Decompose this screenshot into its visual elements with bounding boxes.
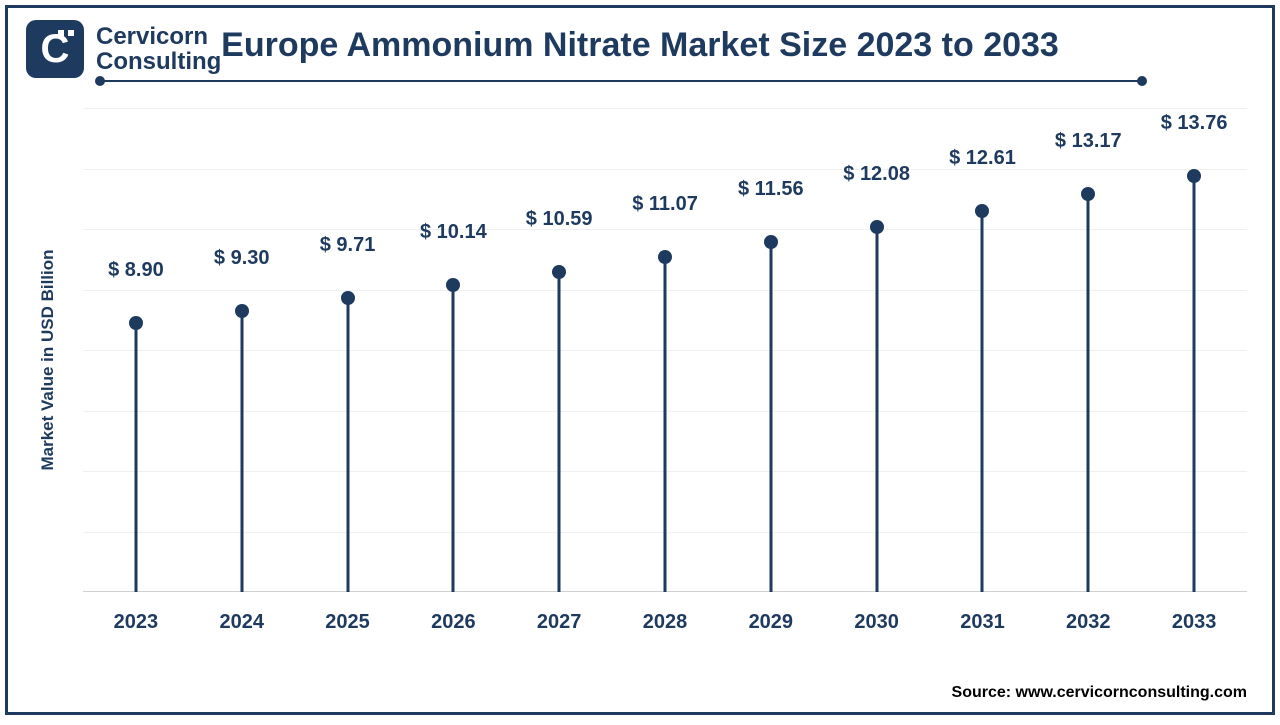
chart-marker (1187, 169, 1201, 183)
chart-marker (341, 291, 355, 305)
x-axis-label: 2032 (1066, 611, 1111, 634)
chart-frame: C Cervicorn Consulting Europe Ammonium N… (5, 5, 1275, 715)
divider-dot-icon (1137, 76, 1147, 86)
x-axis-labels: 2023 2024 2025 2026 2027 2028 2029 2030 2031 2032… (83, 597, 1247, 642)
value-label: $ 12.61 (949, 147, 1016, 170)
source-text: Source: www.cervicornconsulting.com (952, 684, 1247, 702)
x-axis-label: 2028 (643, 611, 688, 634)
value-label: $ 12.08 (843, 163, 910, 186)
chart-stem (452, 285, 455, 592)
chart-marker (975, 204, 989, 218)
x-axis-label: 2027 (537, 611, 582, 634)
chart-stem (346, 298, 349, 592)
value-label: $ 13.17 (1055, 130, 1122, 153)
grid-line (83, 108, 1247, 109)
x-axis-label: 2030 (854, 611, 899, 634)
value-label: $ 9.30 (214, 247, 270, 270)
x-axis-label: 2026 (431, 611, 476, 634)
x-axis-label: 2025 (325, 611, 370, 634)
value-label: $ 10.59 (526, 208, 593, 231)
chart-marker (129, 316, 143, 330)
x-axis-label: 2029 (749, 611, 794, 634)
x-axis-label: 2033 (1172, 611, 1217, 634)
chart-stem (558, 272, 561, 592)
divider-dot-icon (95, 76, 105, 86)
chart-marker (764, 235, 778, 249)
chart-stem (134, 323, 137, 592)
chart-stem (981, 211, 984, 592)
chart-stem (240, 311, 243, 592)
chart-marker (1081, 187, 1095, 201)
chart-title: Europe Ammonium Nitrate Market Size 2023… (8, 26, 1272, 65)
chart-stem (1087, 194, 1090, 592)
value-label: $ 13.76 (1161, 112, 1228, 135)
chart-marker (552, 265, 566, 279)
chart-stem (875, 227, 878, 592)
chart-marker (446, 278, 460, 292)
chart-area: $ 8.90 $ 9.30 $ 9.71 $ 10.14 $ 10.59 $ 11.07 $… (83, 108, 1247, 642)
grid-line (83, 169, 1247, 170)
value-label: $ 10.14 (420, 221, 487, 244)
value-label: $ 9.71 (320, 234, 376, 257)
chart-stem (664, 257, 667, 592)
x-axis-label: 2023 (114, 611, 159, 634)
value-label: $ 11.07 (632, 193, 698, 216)
chart-marker (235, 304, 249, 318)
value-label: $ 8.90 (108, 259, 164, 282)
x-axis-label: 2024 (219, 611, 264, 634)
chart-stem (1193, 176, 1196, 592)
chart-marker (870, 220, 884, 234)
title-divider (100, 80, 1142, 82)
chart-stem (769, 242, 772, 592)
chart-plot: $ 8.90 $ 9.30 $ 9.71 $ 10.14 $ 10.59 $ 11.07 $… (83, 108, 1247, 592)
value-label: $ 11.56 (738, 178, 804, 201)
grid-line (83, 229, 1247, 230)
x-axis-label: 2031 (960, 611, 1005, 634)
chart-marker (658, 250, 672, 264)
y-axis-label: Market Value in USD Billion (38, 249, 58, 470)
